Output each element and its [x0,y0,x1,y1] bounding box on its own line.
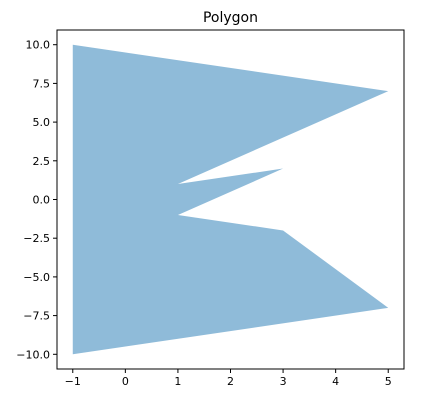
polygon-shape [72,44,389,355]
x-tick-label: 2 [227,375,234,388]
y-tick-label: 2.5 [33,155,51,168]
x-tick-label: 1 [174,375,181,388]
axes: −1 0 1 2 3 4 5 10.0 7.5 5.0 2.5 0.0 −2.5 −5.0 −7.5 −10.… [16,29,405,388]
y-tick-label: −7.5 [23,310,50,323]
x-tick-label: 0 [122,375,129,388]
y-tick-label: −10.0 [16,348,50,361]
x-tick-label: 5 [385,375,392,388]
y-tick-label: −2.5 [23,232,50,245]
y-tick-label: 10.0 [26,39,51,52]
y-tick-label: −5.0 [23,271,50,284]
plot-area [72,44,389,355]
y-tick-label: 5.0 [33,116,51,129]
x-tick-label: −1 [65,375,81,388]
x-tick-label: 3 [280,375,287,388]
chart-title: Polygon [203,10,258,26]
x-tick-label: 4 [332,375,339,388]
y-tick-label: 7.5 [33,77,51,90]
y-tick-label: 0.0 [33,194,51,207]
